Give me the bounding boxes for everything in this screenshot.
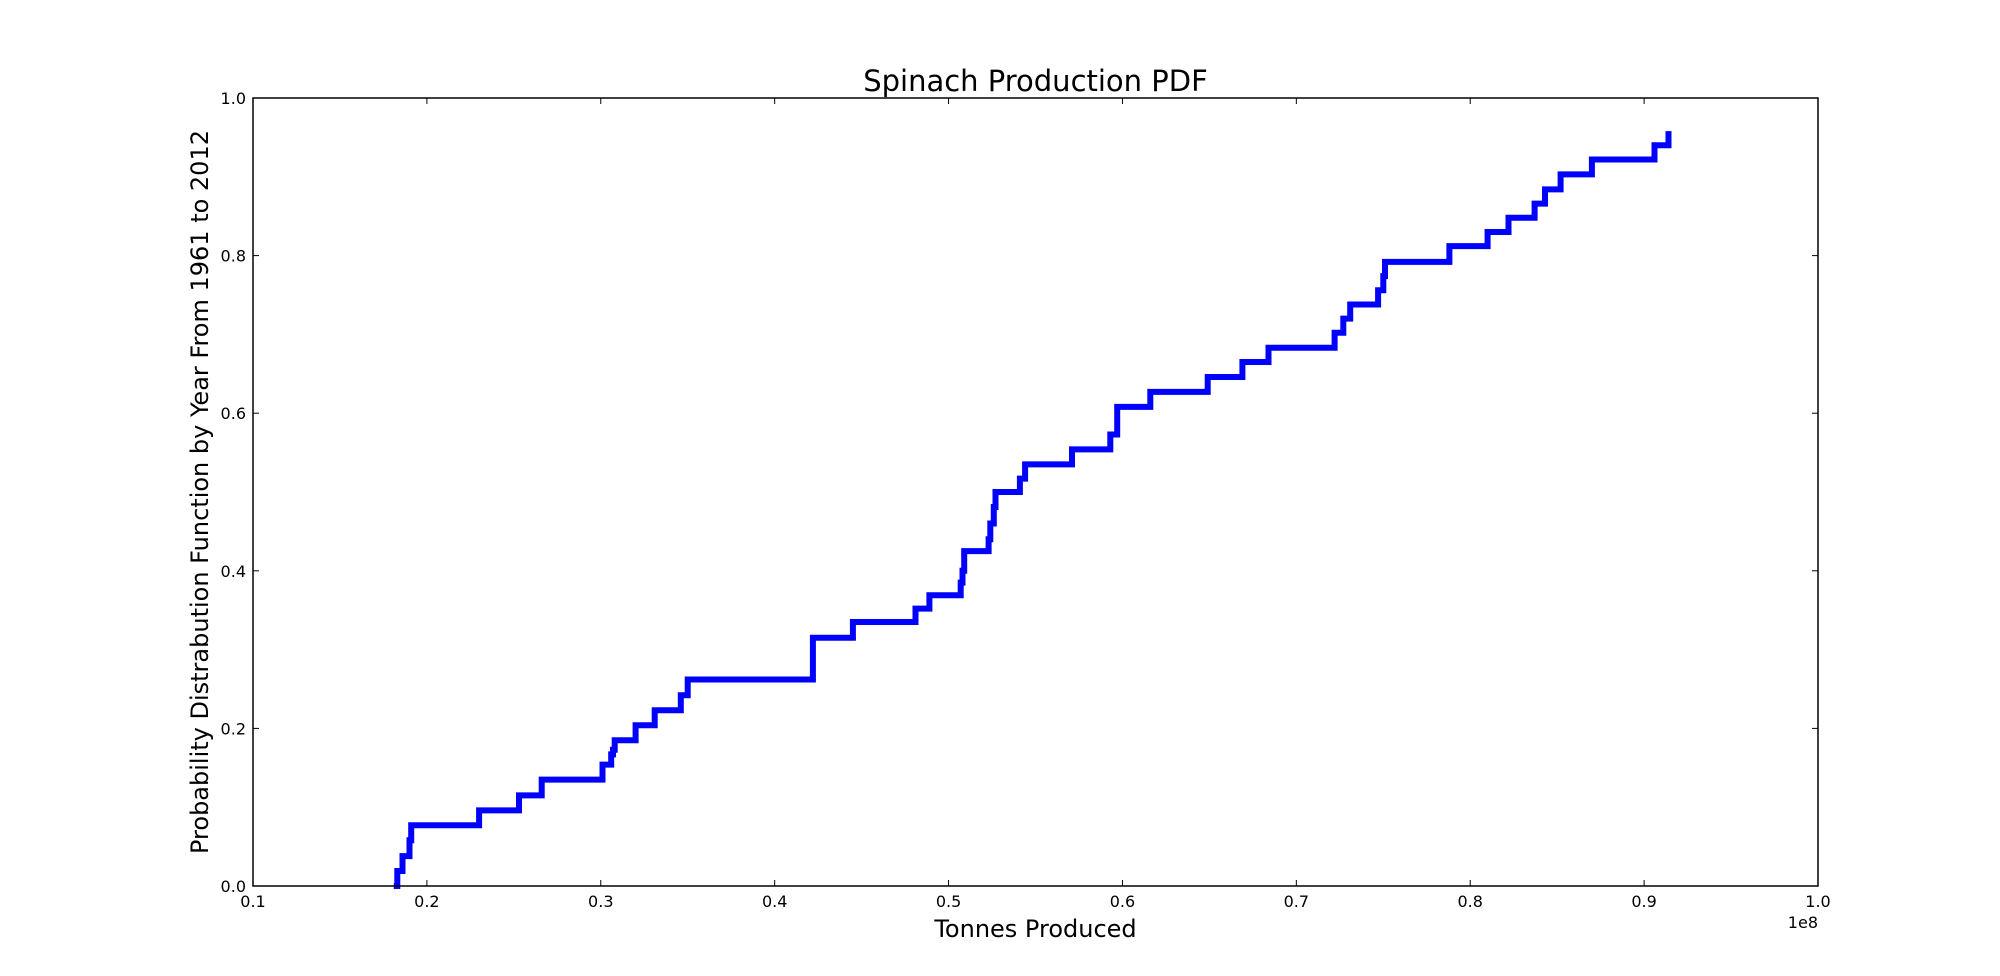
x-tick-label: 0.3 [588, 892, 613, 911]
x-axis-title: Tonnes Produced [933, 915, 1136, 943]
y-tick-label: 1.0 [221, 89, 246, 108]
y-tick-label: 0.2 [221, 719, 246, 738]
y-axis-title: Probability Distrabution Function by Yea… [186, 130, 214, 854]
y-tick-label: 0.8 [221, 247, 246, 266]
plot-frame [252, 97, 1819, 887]
tick-marks [252, 97, 1819, 887]
x-tick-label: 0.7 [1284, 892, 1309, 911]
series-line [393, 131, 1672, 889]
tick-labels: 0.1 0.2 0.3 0.4 0.5 0.6 0.7 0.8 0.9 1.0 0.0 0.2 0.4 0… [221, 89, 1831, 911]
chart-title: Spinach Production PDF [863, 64, 1208, 98]
x-tick-label: 0.4 [762, 892, 787, 911]
x-tick-label: 0.1 [240, 892, 265, 911]
y-tick-label: 0.6 [221, 404, 246, 423]
y-tick-label: 0.4 [221, 562, 246, 581]
y-tick-label: 0.0 [221, 877, 246, 896]
x-offset-label: 1e8 [1788, 913, 1818, 932]
x-tick-label: 0.8 [1457, 892, 1482, 911]
x-tick-label: 0.2 [414, 892, 439, 911]
plot-background [253, 98, 1818, 886]
x-tick-label: 1.0 [1805, 892, 1830, 911]
x-tick-label: 0.5 [936, 892, 961, 911]
x-tick-label: 0.9 [1631, 892, 1656, 911]
x-tick-label: 0.6 [1110, 892, 1135, 911]
